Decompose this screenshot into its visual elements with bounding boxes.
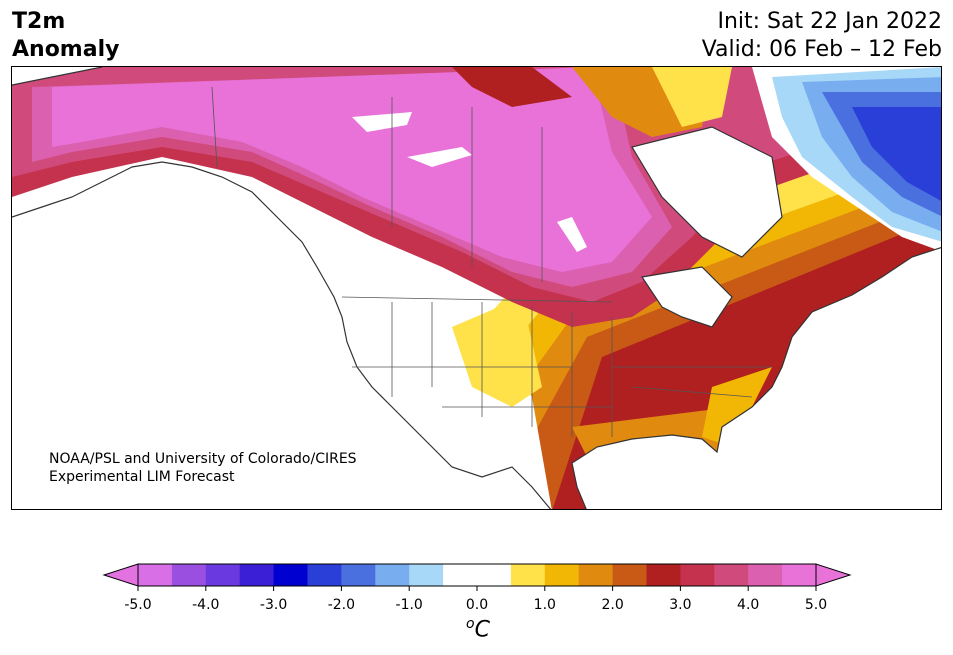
colorbar-swatch [341, 564, 376, 586]
colorbar-tick-label: 3.0 [669, 597, 692, 613]
political-borders [211, 86, 772, 437]
anomaly-map: NOAA/PSL and University of Colorado/CIRE… [11, 66, 942, 510]
credit-line-1: NOAA/PSL and University of Colorado/CIRE… [49, 451, 357, 467]
figure-title: T2m Anomaly [12, 8, 119, 64]
colorbar-tick-label: 1.0 [533, 597, 556, 613]
colorbar-swatch [171, 564, 207, 586]
unit-degree: o [466, 616, 475, 632]
colorbar-tick-label: -2.0 [327, 597, 356, 613]
colorbar-over-arrow [815, 563, 852, 587]
colorbar-tick-label: 2.0 [601, 597, 624, 613]
colorbar-tick-label: -5.0 [124, 597, 152, 613]
colorbar-swatch [409, 564, 444, 586]
colorbar-swatch [578, 564, 614, 586]
colorbar-swatch [239, 564, 275, 586]
colorbar-swatch [714, 564, 749, 586]
colorbar-svg [102, 563, 852, 591]
colorbar-tick-label: 0.0 [465, 597, 489, 613]
colorbar-tick-label: -1.0 [395, 597, 423, 613]
title-quantity: Anomaly [12, 37, 120, 62]
colorbar-tick-label: 5.0 [804, 597, 828, 613]
unit-celsius: C [474, 617, 490, 643]
colorbar-swatch [477, 564, 512, 586]
colorbar-swatch [510, 564, 546, 586]
credit-line-2: Experimental LIM Forecast [49, 469, 235, 485]
colorbar-swatch [782, 564, 817, 586]
colorbar-swatch [646, 564, 681, 586]
colorbar-swatch [375, 564, 410, 586]
colorbar: -5.0 -4.0 -3.0 -2.0 -1.0 0.0 1.0 2.0 3.0 4.0 5.0 o… [100, 560, 855, 650]
valid-range: Valid: 06 Feb – 12 Feb [701, 37, 942, 62]
forecast-dates: Init: Sat 22 Jan 2022 Valid: 06 Feb – 12… [702, 8, 942, 64]
coastlines [12, 67, 941, 509]
colorbar-swatch [138, 564, 173, 586]
colorbar-tick-label: 4.0 [737, 597, 760, 613]
map-svg [12, 67, 941, 509]
colorbar-swatch [748, 564, 783, 586]
credit-text: NOAA/PSL and University of Colorado/CIRE… [49, 450, 357, 486]
colorbar-swatch [307, 564, 342, 586]
colorbar-unit: oC [466, 616, 490, 642]
colorbar-tick-label: -4.0 [192, 597, 220, 613]
title-variable: T2m [12, 9, 66, 34]
colorbar-swatch [544, 564, 580, 586]
colorbar-under-arrow [102, 563, 139, 587]
colorbar-swatch [273, 564, 308, 586]
colorbar-swatch [205, 564, 241, 586]
colorbar-swatch [443, 564, 478, 586]
init-date: Init: Sat 22 Jan 2022 [717, 9, 942, 34]
colorbar-tick-label: -3.0 [259, 597, 288, 613]
colorbar-swatch [612, 564, 647, 586]
colorbar-swatch [680, 564, 715, 586]
